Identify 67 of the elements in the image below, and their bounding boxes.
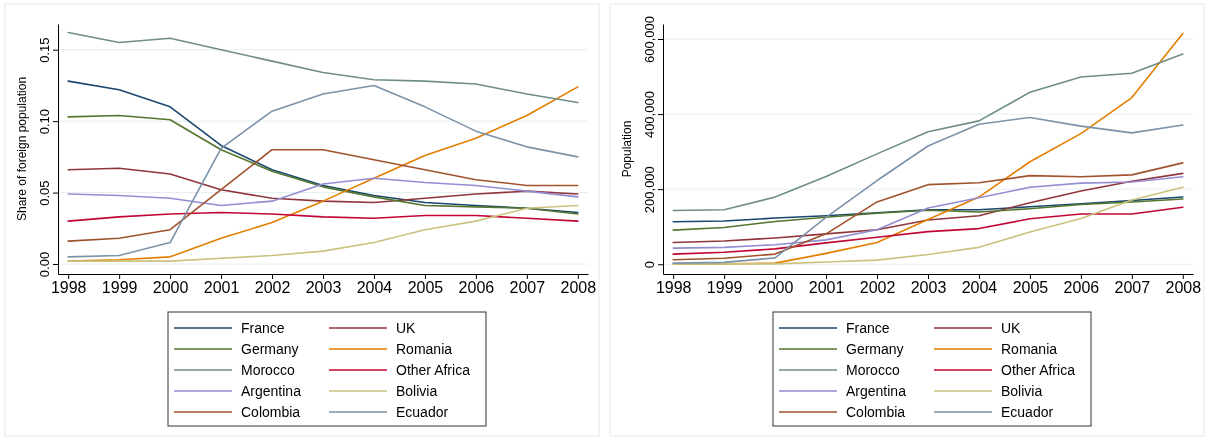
y-tick-label: 0: [642, 261, 657, 269]
x-tick-label: 2004: [961, 279, 998, 297]
line-series: [67, 148, 579, 242]
legend-label: Ecuador: [1001, 404, 1054, 420]
y-tick-label: 400,000: [642, 91, 657, 139]
y-tick-label: 0.10: [37, 108, 52, 135]
x-tick-label: 2005: [407, 279, 444, 297]
x-tick-label: 2002: [859, 279, 896, 297]
y-tick-label: 0.05: [37, 180, 52, 206]
line-series: [67, 80, 579, 214]
line-series: [67, 177, 579, 207]
legend-label: Other Africa: [396, 362, 471, 378]
x-tick-label: 2004: [356, 279, 393, 297]
y-tick-label: 200,000: [642, 166, 657, 214]
x-tick-label: 2001: [808, 279, 845, 297]
x-tick-label: 2000: [757, 279, 794, 297]
x-tick-label: 1999: [706, 279, 743, 297]
x-tick-label: 2007: [509, 279, 546, 297]
x-tick-label: 1999: [101, 279, 138, 297]
line-series: [672, 116, 1184, 264]
legend-label: Colombia: [241, 404, 301, 420]
legend-label: Colombia: [846, 404, 906, 420]
y-tick-label: 0.00: [37, 251, 52, 278]
legend-label: Germany: [241, 341, 299, 357]
legend-label: Argentina: [241, 383, 302, 399]
x-tick-label: 2008: [1165, 279, 1202, 297]
line-series: [67, 204, 579, 262]
legend-label: Bolivia: [1001, 383, 1043, 399]
legend-label: Ecuador: [396, 404, 449, 420]
y-tick-label: 600,000: [642, 16, 657, 64]
legend-label: Argentina: [846, 383, 907, 399]
y-axis-title: Share of foreign population: [15, 76, 29, 222]
legend-label: Romania: [1001, 341, 1058, 357]
line-series: [672, 206, 1184, 255]
line-series: [67, 211, 579, 222]
legend-label: UK: [1001, 320, 1022, 336]
legend-label: Morocco: [846, 362, 900, 378]
x-tick-label: 2002: [254, 279, 291, 297]
x-tick-label: 2005: [1012, 279, 1049, 297]
line-series: [672, 196, 1184, 223]
x-tick-label: 2006: [458, 279, 495, 297]
y-axis-title: Population: [620, 120, 634, 178]
legend-label: Bolivia: [396, 383, 438, 399]
x-tick-label: 2003: [910, 279, 947, 297]
x-tick-label: 1998: [655, 279, 692, 297]
x-tick-label: 2003: [305, 279, 342, 297]
legend-label: Germany: [846, 341, 904, 357]
x-tick-label: 2001: [203, 279, 240, 297]
x-tick-label: 2008: [560, 279, 597, 297]
legend-label: UK: [396, 320, 417, 336]
line-series: [67, 167, 579, 204]
line-series: [672, 162, 1184, 261]
legend-label: France: [846, 320, 890, 336]
x-tick-label: 2007: [1114, 279, 1151, 297]
x-tick-label: 2000: [152, 279, 189, 297]
x-tick-label: 2006: [1063, 279, 1100, 297]
x-tick-label: 1998: [50, 279, 87, 297]
legend-label: Other Africa: [1001, 362, 1076, 378]
line-series: [672, 186, 1184, 265]
y-tick-label: 0.15: [37, 37, 52, 63]
line-series: [672, 53, 1184, 212]
line-series: [672, 198, 1184, 231]
line-series: [67, 31, 579, 104]
legend-label: Morocco: [241, 362, 295, 378]
legend-label: Romania: [396, 341, 453, 357]
legend-label: France: [241, 320, 285, 336]
line-series: [67, 114, 579, 215]
